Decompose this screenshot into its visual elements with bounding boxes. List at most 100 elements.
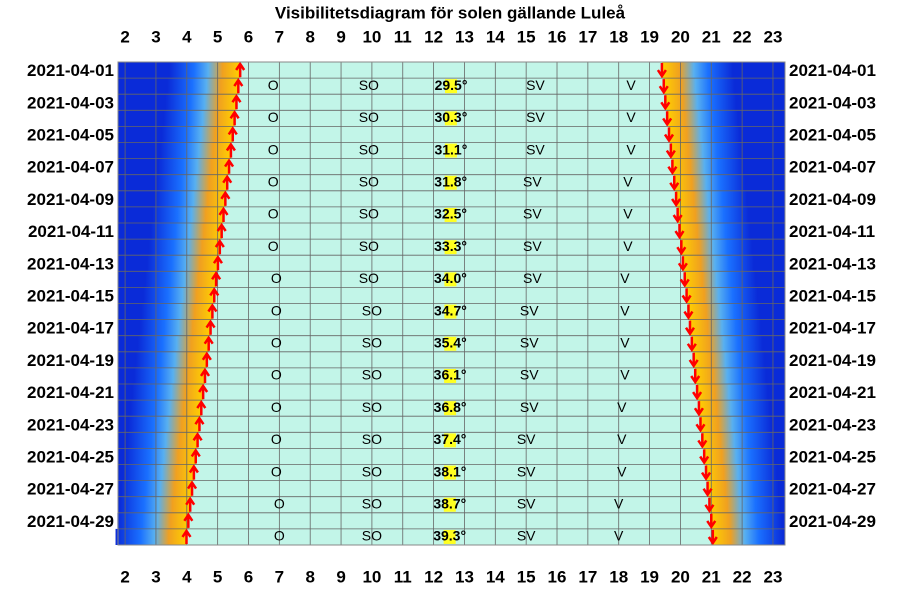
dusk [688, 303, 760, 320]
dusk [669, 126, 740, 143]
direction-label: V [623, 173, 633, 189]
date-label-right: 2021-04-05 [789, 126, 876, 145]
sunset-arrow [679, 272, 690, 288]
day [192, 480, 708, 497]
sunrise-arrow [209, 287, 220, 303]
direction-label: SO [362, 463, 382, 479]
sunrise-arrow [233, 77, 244, 94]
x-tick-label-bottom: 12 [424, 567, 443, 586]
direction-label: SO [359, 270, 379, 286]
dusk [700, 416, 772, 433]
direction-label: V [620, 270, 630, 286]
direction-label: V [614, 495, 624, 511]
x-tick-label-bottom: 2 [120, 567, 129, 586]
x-tick-label-bottom: 6 [244, 567, 253, 586]
elevation-label: 31.1° [434, 141, 467, 157]
sunset-arrow [699, 449, 710, 465]
sunrise-arrow [214, 238, 225, 255]
x-tick-label-bottom: 16 [548, 567, 567, 586]
x-tick-label-bottom: 18 [609, 567, 628, 586]
sunrise-arrow [194, 415, 205, 432]
sunset-arrow [704, 497, 715, 514]
direction-label: O [271, 431, 282, 447]
x-tick-label-top: 6 [244, 27, 253, 46]
x-tick-label-bottom: 19 [640, 567, 659, 586]
x-tick-label-bottom: 22 [733, 567, 752, 586]
sunset-arrow [693, 401, 704, 417]
dusk [667, 110, 739, 127]
noon-marker [444, 240, 457, 255]
sunset-arrow [658, 79, 669, 95]
date-label-left: 2021-04-23 [27, 415, 114, 434]
direction-label: O [268, 206, 279, 222]
day [217, 255, 683, 272]
noon-marker [445, 79, 458, 94]
sunrise-arrow [207, 303, 218, 319]
sunrise-arrow [224, 158, 235, 174]
sunrise-arrow [190, 448, 201, 464]
direction-label: SO [362, 367, 382, 383]
day [225, 190, 677, 207]
direction-label: O [271, 463, 282, 479]
x-tick-label-bottom: 8 [305, 567, 314, 586]
direction-label: O [274, 495, 285, 511]
dusk [693, 351, 765, 368]
dawn [132, 384, 204, 401]
sunset-arrow [688, 352, 699, 369]
x-tick-label-top: 10 [362, 27, 381, 46]
date-label-left: 2021-04-21 [27, 383, 114, 402]
sunset-arrow [674, 224, 685, 240]
x-tick-label-top: 11 [394, 27, 412, 46]
elevation-label: 31.8° [434, 173, 467, 189]
sunrise-arrow [185, 496, 196, 512]
day [210, 319, 690, 336]
dusk [711, 512, 783, 529]
date-label-right: 2021-04-13 [789, 254, 876, 273]
elevation-label: 34.0° [434, 270, 467, 286]
sunset-arrow [671, 191, 682, 208]
dawn [130, 400, 202, 417]
dawn [115, 528, 187, 545]
dusk [709, 496, 781, 513]
date-label-right: 2021-04-23 [789, 415, 876, 434]
dusk [670, 142, 742, 159]
date-label-right: 2021-04-29 [789, 512, 876, 531]
x-tick-label-bottom: 23 [764, 567, 783, 586]
date-label-right: 2021-04-21 [789, 383, 876, 402]
x-tick-label-top: 17 [578, 27, 597, 46]
dawn [134, 367, 205, 384]
sunrise-arrow [225, 142, 236, 158]
sunrise-arrow [222, 174, 233, 190]
sunrise-arrow [211, 271, 222, 287]
x-tick-label-bottom: 13 [455, 567, 474, 586]
elevation-label: 36.8° [434, 399, 467, 415]
date-label-right: 2021-04-27 [789, 480, 876, 499]
dawn [126, 432, 198, 449]
sunrise-arrow [199, 367, 211, 383]
dusk [686, 287, 758, 304]
sunset-arrow [707, 529, 718, 546]
x-tick-label-top: 5 [213, 27, 222, 46]
x-tick-label-top: 3 [151, 27, 160, 46]
x-tick-label-bottom: 4 [182, 567, 192, 586]
date-label-right: 2021-04-11 [789, 222, 875, 241]
date-label-left: 2021-04-25 [27, 448, 114, 467]
dusk [695, 367, 767, 384]
dawn [128, 416, 200, 433]
x-tick-label-top: 13 [455, 27, 474, 46]
date-label-right: 2021-04-09 [789, 190, 876, 209]
elevation-label: 38.1° [434, 463, 467, 479]
noon-marker [444, 207, 457, 222]
elevation-label: 30.3° [434, 109, 467, 125]
dawn [167, 78, 239, 95]
date-label-left: 2021-04-27 [27, 480, 114, 499]
direction-label: SO [359, 206, 379, 222]
dusk [682, 255, 754, 272]
sunrise-arrow [192, 432, 203, 448]
direction-label: SO [362, 302, 382, 318]
sunset-arrow [702, 481, 713, 497]
dusk [691, 335, 763, 352]
date-label-right: 2021-04-19 [789, 351, 876, 370]
x-tick-label-top: 19 [640, 27, 659, 46]
sunrise-arrow [183, 512, 194, 528]
